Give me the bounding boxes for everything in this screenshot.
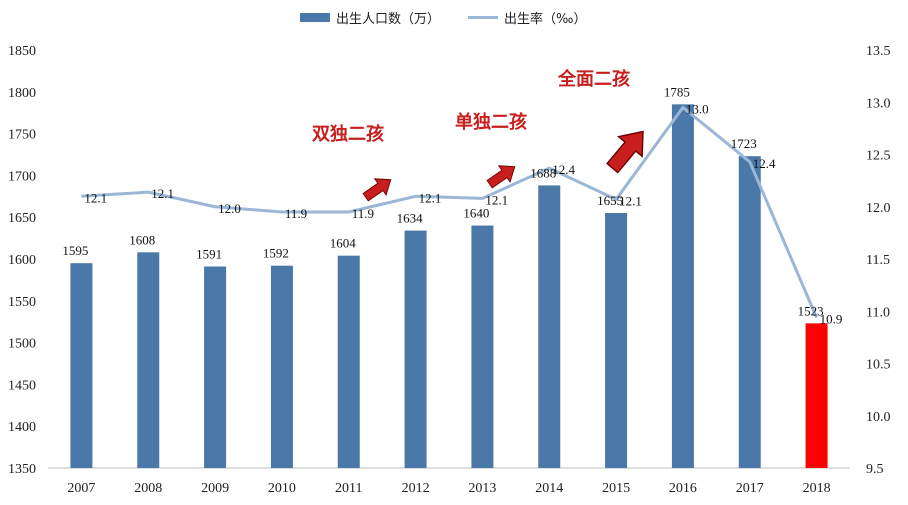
rate-data-label: 12.1: [419, 190, 442, 205]
rate-data-label: 10.9: [820, 312, 843, 327]
bar-data-label: 1608: [129, 232, 155, 247]
legend-item-births: 出生人口数（万）: [300, 8, 440, 27]
bar: [70, 263, 93, 468]
legend-swatch-births: [300, 13, 330, 22]
x-tick-label: 2009: [201, 481, 229, 496]
x-tick-label: 2011: [335, 481, 362, 496]
x-tick-label: 2018: [803, 481, 831, 496]
y-left-tick-label: 1650: [8, 211, 36, 226]
x-tick-label: 2017: [736, 481, 764, 496]
bar: [671, 104, 694, 468]
policy-arrow-shape: [362, 178, 392, 202]
y-left-tick-label: 1400: [8, 420, 36, 435]
rate-data-label: 12.1: [84, 190, 107, 205]
y-right-tick-label: 12.5: [866, 149, 891, 164]
bar: [204, 266, 227, 468]
y-right-tick-label: 10.0: [866, 410, 891, 425]
rate-data-label: 12.1: [485, 192, 508, 207]
y-right-tick-label: 11.5: [866, 253, 890, 268]
y-right-tick-label: 11.0: [866, 305, 890, 320]
rate-data-label: 12.4: [552, 162, 575, 177]
rate-data-label: 13.0: [686, 101, 709, 116]
y-left-tick-label: 1700: [8, 169, 36, 184]
bar: [337, 255, 360, 468]
x-tick-label: 2013: [468, 481, 496, 496]
y-right-tick-label: 10.5: [866, 358, 891, 373]
bar-data-label: 1592: [263, 246, 289, 261]
rate-data-label: 11.9: [285, 206, 307, 221]
x-tick-label: 2008: [134, 481, 162, 496]
y-left-tick-label: 1550: [8, 295, 36, 310]
legend-swatch-birth-rate: [468, 16, 499, 19]
bar: [805, 323, 828, 468]
x-tick-label: 2010: [268, 481, 296, 496]
policy-arrow: [362, 178, 392, 202]
x-tick-label: 2014: [535, 481, 563, 496]
bar-data-label: 1595: [62, 243, 88, 258]
rate-data-label: 11.9: [352, 206, 374, 221]
y-left-tick-label: 1800: [8, 86, 36, 101]
policy-annotation: 单独二孩: [455, 111, 527, 133]
x-tick-label: 2015: [602, 481, 630, 496]
legend-label-birth-rate: 出生率（‰）: [504, 12, 587, 27]
chart-legend: 出生人口数（万） 出生率（‰）: [300, 8, 614, 27]
policy-annotation: 全面二孩: [557, 68, 630, 90]
y-left-tick-label: 1600: [8, 253, 36, 268]
x-tick-label: 2012: [402, 481, 430, 496]
y-right-tick-label: 12.0: [866, 201, 891, 216]
bar-data-label: 1688: [530, 165, 556, 180]
bar-data-label: 1523: [798, 303, 824, 318]
bar-data-label: 1634: [397, 211, 424, 226]
bar: [738, 156, 761, 468]
bar: [538, 185, 561, 468]
y-left-tick-label: 1750: [8, 128, 36, 143]
bar: [605, 213, 628, 468]
rate-data-label: 12.0: [218, 201, 241, 216]
policy-arrow-shape: [606, 130, 644, 174]
rate-data-label: 12.4: [753, 156, 776, 171]
bar-data-label: 1655: [597, 193, 623, 208]
legend-item-birth-rate: 出生率（‰）: [468, 8, 586, 27]
x-tick-label: 2007: [67, 481, 95, 496]
policy-annotation: 双独二孩: [312, 123, 384, 145]
bar: [471, 225, 494, 468]
y-left-tick-label: 1500: [8, 337, 36, 352]
y-left-tick-label: 1850: [8, 44, 36, 59]
birth-rate-line: [81, 105, 818, 319]
y-left-tick-label: 1350: [8, 462, 36, 477]
policy-arrow: [606, 130, 644, 174]
rate-data-label: 12.1: [151, 186, 174, 201]
bar: [270, 265, 293, 468]
bar-data-label: 1723: [731, 136, 757, 151]
bar-data-label: 1604: [330, 236, 357, 251]
rate-data-label: 12.1: [619, 193, 642, 208]
y-right-tick-label: 9.5: [866, 462, 884, 477]
policy-arrow: [486, 165, 516, 189]
bar-data-label: 1785: [664, 84, 690, 99]
y-right-tick-label: 13.0: [866, 96, 891, 111]
policy-arrow-shape: [486, 165, 516, 189]
x-tick-label: 2016: [669, 481, 697, 496]
bar-data-label: 1591: [196, 247, 222, 262]
legend-label-births: 出生人口数（万）: [336, 12, 441, 27]
y-left-tick-label: 1450: [8, 378, 36, 393]
y-right-tick-label: 13.5: [866, 44, 891, 59]
bar-data-label: 1640: [463, 206, 489, 221]
bar: [404, 230, 427, 468]
bar: [137, 252, 160, 468]
